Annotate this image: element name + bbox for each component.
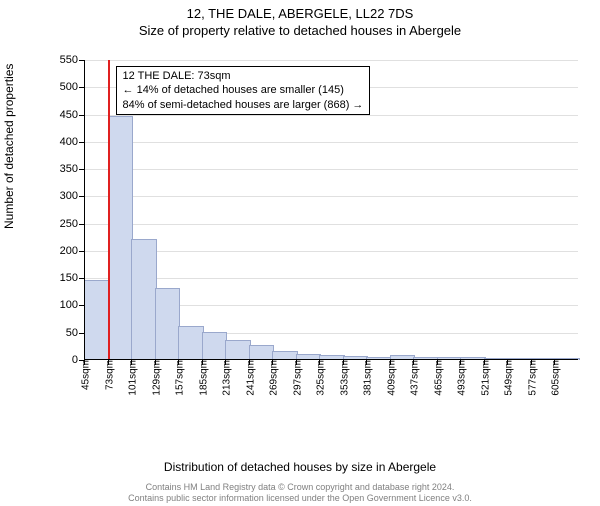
annotation-line: 12 THE DALE: 73sqm [123,69,364,83]
histogram-bar [202,332,228,360]
ytick-label: 50 [66,327,84,339]
xtick-label: 605sqm [547,360,562,396]
grid-line [84,224,578,225]
ytick-label: 250 [60,218,84,230]
xtick-label: 269sqm [265,360,280,396]
ytick-label: 150 [60,272,84,284]
grid-line [84,196,578,197]
page-subtitle: Size of property relative to detached ho… [0,23,600,38]
xtick-label: 493sqm [453,360,468,396]
xtick-label: 73sqm [100,360,115,390]
footer-line-1: Contains HM Land Registry data © Crown c… [0,482,600,493]
xtick-label: 353sqm [335,360,350,396]
footer: Contains HM Land Registry data © Crown c… [0,482,600,504]
xtick-label: 129sqm [147,360,162,396]
xtick-label: 577sqm [523,360,538,396]
xtick-label: 437sqm [406,360,421,396]
xtick-label: 325sqm [312,360,327,396]
y-axis-label: Number of detached properties [2,64,16,229]
xtick-label: 213sqm [218,360,233,396]
xtick-label: 101sqm [124,360,139,396]
annotation-line: 84% of semi-detached houses are larger (… [123,98,364,112]
xtick-label: 465sqm [429,360,444,396]
plot: 05010015020025030035040045050055045sqm73… [52,56,582,416]
footer-line-2: Contains public sector information licen… [0,493,600,504]
ytick-label: 550 [60,54,84,66]
xtick-label: 409sqm [382,360,397,396]
histogram-bar [178,326,204,360]
xtick-label: 381sqm [359,360,374,396]
xtick-label: 45sqm [77,360,92,390]
histogram-bar [225,340,251,360]
histogram-bar [249,345,275,360]
ytick-label: 400 [60,136,84,148]
grid-line [84,251,578,252]
annotation-line: ← 14% of detached houses are smaller (14… [123,83,364,97]
marker-line [108,60,110,360]
xtick-label: 521sqm [476,360,491,396]
plot-area: 05010015020025030035040045050055045sqm73… [84,60,578,360]
histogram-bar [84,280,110,360]
xtick-label: 157sqm [171,360,186,396]
histogram-bar [108,116,134,360]
grid-line [84,142,578,143]
x-axis-label: Distribution of detached houses by size … [0,460,600,474]
xtick-label: 297sqm [288,360,303,396]
xtick-label: 185sqm [194,360,209,396]
ytick-label: 350 [60,163,84,175]
histogram-bar [131,239,157,360]
grid-line [84,278,578,279]
chart-area: 05010015020025030035040045050055045sqm73… [52,56,582,416]
ytick-label: 500 [60,81,84,93]
annotation-box: 12 THE DALE: 73sqm← 14% of detached hous… [116,66,371,115]
page-title: 12, THE DALE, ABERGELE, LL22 7DS [0,6,600,21]
ytick-label: 200 [60,245,84,257]
xtick-label: 549sqm [500,360,515,396]
x-axis-line [84,359,578,360]
grid-line [84,60,578,61]
histogram-bar [155,288,181,360]
y-axis-line [84,60,85,360]
xtick-label: 241sqm [241,360,256,396]
ytick-label: 100 [60,299,84,311]
chart-container: 12, THE DALE, ABERGELE, LL22 7DS Size of… [0,6,600,506]
grid-line [84,169,578,170]
ytick-label: 450 [60,109,84,121]
ytick-label: 300 [60,190,84,202]
